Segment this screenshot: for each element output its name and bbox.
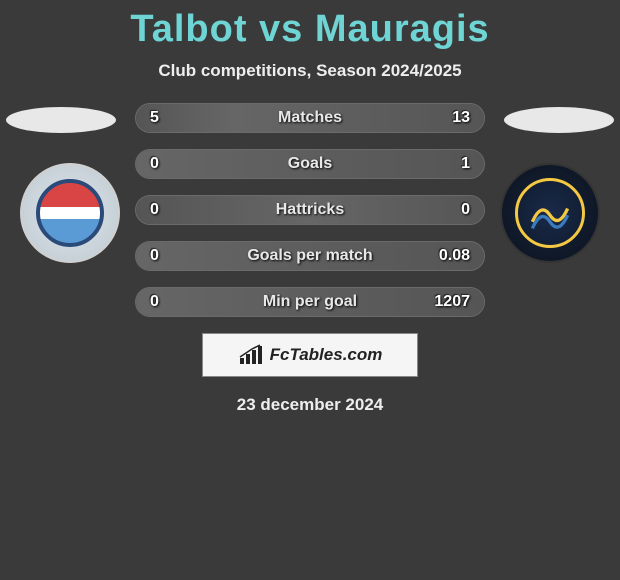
stat-label: Min per goal: [136, 293, 484, 311]
comparison-content: 5Matches130Goals10Hattricks00Goals per m…: [0, 103, 620, 415]
stat-value-right: 0.08: [439, 247, 470, 265]
stat-value-right: 13: [452, 109, 470, 127]
player-ellipse-right: [504, 107, 614, 133]
stat-label: Goals: [136, 155, 484, 173]
melbourne-city-crest-icon: [36, 179, 104, 247]
stat-bar: 0Goals1: [135, 149, 485, 179]
stat-value-right: 0: [461, 201, 470, 219]
stat-bar: 5Matches13: [135, 103, 485, 133]
brand-box[interactable]: FcTables.com: [202, 333, 418, 377]
stat-bar: 0Min per goal1207: [135, 287, 485, 317]
stat-label: Hattricks: [136, 201, 484, 219]
stat-label: Matches: [136, 109, 484, 127]
fctables-logo-icon: [238, 344, 264, 366]
brand-text: FcTables.com: [270, 345, 383, 365]
subtitle: Club competitions, Season 2024/2025: [0, 61, 620, 81]
team-badge-right: [500, 163, 600, 263]
team-badge-left: [20, 163, 120, 263]
stat-value-right: 1: [461, 155, 470, 173]
stat-value-right: 1207: [434, 293, 470, 311]
stat-label: Goals per match: [136, 247, 484, 265]
stat-bar: 0Goals per match0.08: [135, 241, 485, 271]
page-title: Talbot vs Mauragis: [0, 0, 620, 51]
player-ellipse-left: [6, 107, 116, 133]
generated-date: 23 december 2024: [0, 395, 620, 415]
stat-bar: 0Hattricks0: [135, 195, 485, 225]
central-coast-mariners-crest-icon: [515, 178, 585, 248]
stat-bars: 5Matches130Goals10Hattricks00Goals per m…: [135, 103, 485, 317]
